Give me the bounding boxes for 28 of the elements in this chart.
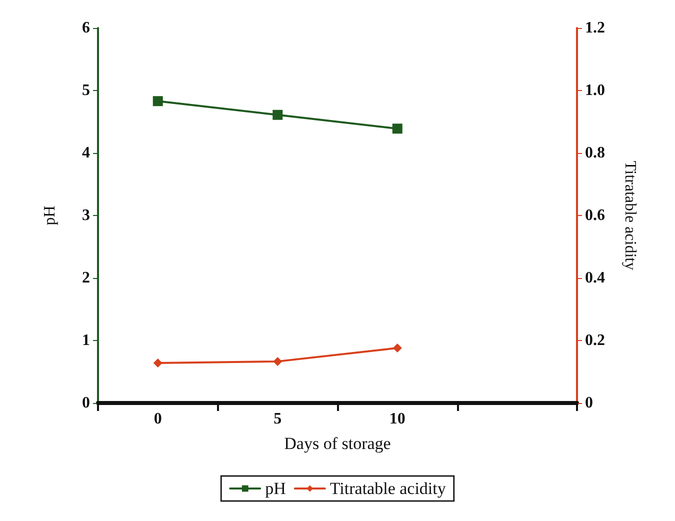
x-tick-label: 5 (274, 410, 282, 428)
point (392, 344, 402, 352)
y-tick-label: 3 (82, 207, 90, 224)
y2-tick-label: 1.0 (585, 82, 605, 99)
x-tick-label: 10 (389, 410, 406, 428)
y2-tick-label: 0 (585, 394, 593, 412)
point (272, 110, 283, 120)
y-tick-label: 4 (82, 144, 90, 162)
y-tick-label: 5 (82, 82, 90, 99)
y2-axis-title: Titratable acidity (622, 160, 638, 270)
y2-tick-label: 0.6 (585, 207, 605, 224)
y2-tick-label: 0.4 (585, 270, 605, 286)
y-axis-title: pH (42, 205, 58, 226)
y2-tick-label: 0.8 (585, 144, 605, 162)
x-axis-title: Days of storage (284, 434, 391, 453)
point (153, 358, 162, 368)
y-tick-label: 1 (82, 332, 90, 349)
y-tick-label: 6 (82, 20, 90, 36)
point (392, 124, 402, 134)
y-tick-label: 0 (82, 394, 90, 412)
point (273, 356, 282, 366)
y2-tick-label: 1.2 (585, 20, 605, 36)
point (152, 96, 163, 106)
legend-label: Titratable acidity (330, 479, 446, 498)
y-tick-label: 2 (82, 270, 90, 286)
legend-label: pH (265, 479, 286, 498)
x-tick-label: 0 (154, 410, 162, 428)
y2-tick-label: 0.2 (585, 332, 605, 349)
